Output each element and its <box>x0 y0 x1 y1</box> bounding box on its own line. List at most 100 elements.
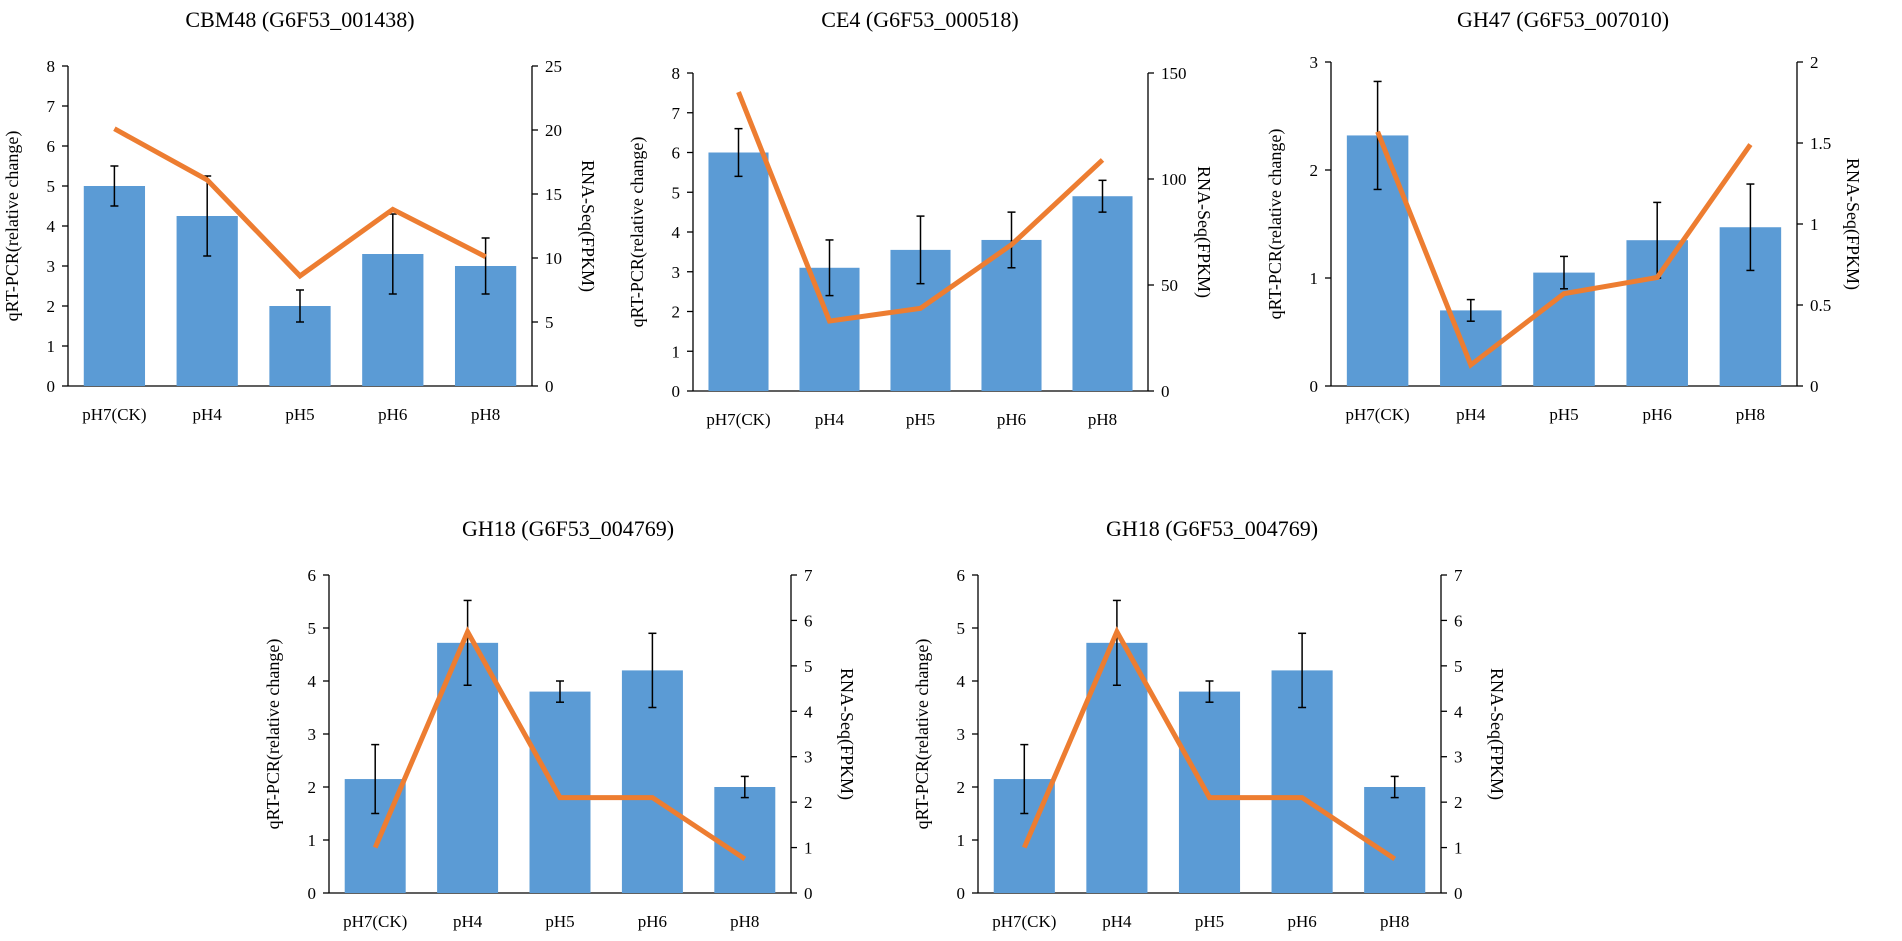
left-tick-label: 6 <box>47 137 56 156</box>
right-tick-label: 20 <box>545 121 562 140</box>
left-tick-label: 4 <box>47 217 56 236</box>
y-axis-label: qRT-PCR(relative change) <box>627 137 648 328</box>
chart-title: GH18 (G6F53_004769) <box>462 516 674 541</box>
category-label: pH5 <box>545 912 574 931</box>
left-tick-label: 7 <box>47 97 56 116</box>
left-tick-label: 1 <box>1310 269 1319 288</box>
category-label: pH6 <box>1287 912 1316 931</box>
y-axis-label: qRT-PCR(relative change) <box>2 131 23 322</box>
right-tick-label: 3 <box>1454 748 1463 767</box>
bar-pH5 <box>529 691 591 893</box>
right-tick-label: 7 <box>1454 566 1463 585</box>
chart-title: CBM48 (G6F53_001438) <box>185 7 414 32</box>
left-tick-label: 3 <box>308 725 317 744</box>
left-tick-label: 1 <box>672 342 681 361</box>
category-label: pH8 <box>730 912 759 931</box>
rna-seq-line <box>113 126 487 280</box>
right-tick-label: 10 <box>545 249 562 268</box>
right-tick-label: 1 <box>1810 215 1819 234</box>
category-label: pH4 <box>1102 912 1132 931</box>
y-axis-label: qRT-PCR(relative change) <box>1265 129 1286 320</box>
right-tick-label: 6 <box>1454 611 1463 630</box>
left-tick-label: 4 <box>308 672 317 691</box>
right-tick-label: 2 <box>1810 53 1819 72</box>
bar-pH5 <box>1178 691 1241 893</box>
right-tick-label: 6 <box>804 611 813 630</box>
left-tick-label: 3 <box>957 725 966 744</box>
chart-title: GH47 (G6F53_007010) <box>1457 7 1669 32</box>
left-tick-label: 3 <box>1310 53 1319 72</box>
right-tick-label: 5 <box>1454 657 1463 676</box>
left-tick-label: 8 <box>672 64 681 83</box>
left-tick-label: 2 <box>672 303 681 322</box>
category-label: pH7(CK) <box>82 405 146 424</box>
right-tick-label: 3 <box>804 748 813 767</box>
right-tick-label: 0 <box>1454 884 1463 903</box>
category-label: pH4 <box>1456 405 1486 424</box>
y2-axis-label: RNA-Seq(FPKM) <box>1486 668 1507 800</box>
right-tick-label: 4 <box>1454 702 1463 721</box>
bar-pH8 <box>714 787 776 893</box>
left-tick-label: 0 <box>1310 377 1319 396</box>
left-tick-label: 6 <box>308 566 317 585</box>
category-label: pH7(CK) <box>1345 405 1409 424</box>
right-tick-label: 2 <box>1454 793 1463 812</box>
y2-axis-label: RNA-Seq(FPKM) <box>1193 166 1214 298</box>
right-tick-label: 2 <box>804 793 813 812</box>
category-label: pH7(CK) <box>992 912 1056 931</box>
category-label: pH5 <box>285 405 314 424</box>
chart-panel-1: CBM48 (G6F53_001438) 0 1 2 3 4 5 6 7 8 0 5 10 15 20 25 q… <box>2 7 598 424</box>
right-tick-label: 100 <box>1161 170 1187 189</box>
left-tick-label: 0 <box>672 382 681 401</box>
right-tick-label: 0 <box>545 377 554 396</box>
left-tick-label: 4 <box>957 672 966 691</box>
left-tick-label: 3 <box>47 257 56 276</box>
left-tick-label: 0 <box>957 884 966 903</box>
chart-title: GH18 (G6F53_004769) <box>1106 516 1318 541</box>
y2-axis-label: RNA-Seq(FPKM) <box>1842 158 1863 290</box>
left-tick-label: 6 <box>957 566 966 585</box>
left-tick-label: 5 <box>672 183 681 202</box>
bar-pH7(CK) <box>708 152 769 391</box>
left-tick-label: 1 <box>957 831 966 850</box>
y2-axis-label: RNA-Seq(FPKM) <box>577 160 598 292</box>
category-label: pH6 <box>1643 405 1672 424</box>
right-tick-label: 50 <box>1161 276 1178 295</box>
bar-pH8 <box>1072 196 1133 391</box>
left-tick-label: 1 <box>47 337 56 356</box>
right-tick-label: 7 <box>804 566 813 585</box>
category-label: pH4 <box>453 912 483 931</box>
left-tick-label: 2 <box>47 297 56 316</box>
left-tick-label: 5 <box>957 619 966 638</box>
chart-panel-5: GH18 (G6F53_004769) 0 1 2 3 4 5 6 0 1 2 3 4 5 6 7 qRT-PC… <box>912 516 1507 931</box>
left-tick-label: 4 <box>672 223 681 242</box>
bar-pH7(CK) <box>83 186 146 386</box>
category-label: pH4 <box>815 410 845 429</box>
chart-panel-4: GH18 (G6F53_004769) 0 1 2 3 4 5 6 0 1 2 3 4 5 6 7 qRT-PC… <box>263 516 857 931</box>
right-tick-label: 5 <box>545 313 554 332</box>
y2-axis-label: RNA-Seq(FPKM) <box>836 668 857 800</box>
left-tick-label: 1 <box>308 831 317 850</box>
right-tick-label: 1.5 <box>1810 134 1831 153</box>
left-tick-label: 0 <box>47 377 56 396</box>
y-axis-label: qRT-PCR(relative change) <box>912 639 933 830</box>
right-tick-label: 0 <box>1161 382 1170 401</box>
category-label: pH8 <box>471 405 500 424</box>
category-label: pH7(CK) <box>706 410 770 429</box>
right-tick-label: 4 <box>804 702 813 721</box>
right-tick-label: 1 <box>1454 839 1463 858</box>
category-label: pH6 <box>997 410 1026 429</box>
right-tick-label: 5 <box>804 657 813 676</box>
left-tick-label: 2 <box>308 778 317 797</box>
y-axis-label: qRT-PCR(relative change) <box>263 639 284 830</box>
right-tick-label: 25 <box>545 57 562 76</box>
category-label: pH8 <box>1380 912 1409 931</box>
category-label: pH6 <box>638 912 667 931</box>
left-tick-label: 8 <box>47 57 56 76</box>
left-tick-label: 0 <box>308 884 317 903</box>
right-tick-label: 0.5 <box>1810 296 1831 315</box>
chart-panel-3: GH47 (G6F53_007010) 0 1 2 3 0 0.5 1 1.5 2 qRT-PCR(… <box>1265 7 1863 424</box>
category-label: pH6 <box>378 405 407 424</box>
right-tick-label: 0 <box>804 884 813 903</box>
